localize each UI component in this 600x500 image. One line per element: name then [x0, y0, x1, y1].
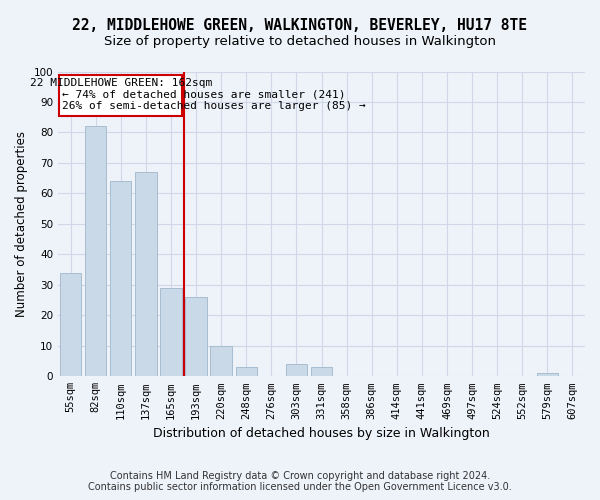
Text: ← 74% of detached houses are smaller (241): ← 74% of detached houses are smaller (24… — [62, 89, 346, 99]
Bar — [85, 126, 106, 376]
Bar — [185, 297, 207, 376]
Bar — [110, 181, 131, 376]
Bar — [60, 272, 81, 376]
Bar — [211, 346, 232, 376]
Y-axis label: Number of detached properties: Number of detached properties — [15, 131, 28, 317]
Bar — [536, 374, 558, 376]
Bar — [135, 172, 157, 376]
Bar — [286, 364, 307, 376]
Text: Size of property relative to detached houses in Walkington: Size of property relative to detached ho… — [104, 35, 496, 48]
Text: 26% of semi-detached houses are larger (85) →: 26% of semi-detached houses are larger (… — [62, 102, 366, 112]
Bar — [160, 288, 182, 376]
Bar — [311, 367, 332, 376]
Text: Contains HM Land Registry data © Crown copyright and database right 2024.
Contai: Contains HM Land Registry data © Crown c… — [88, 471, 512, 492]
FancyBboxPatch shape — [59, 74, 182, 116]
Text: 22 MIDDLEHOWE GREEN: 162sqm: 22 MIDDLEHOWE GREEN: 162sqm — [29, 78, 212, 88]
X-axis label: Distribution of detached houses by size in Walkington: Distribution of detached houses by size … — [153, 427, 490, 440]
Bar — [236, 367, 257, 376]
Text: 22, MIDDLEHOWE GREEN, WALKINGTON, BEVERLEY, HU17 8TE: 22, MIDDLEHOWE GREEN, WALKINGTON, BEVERL… — [73, 18, 527, 32]
